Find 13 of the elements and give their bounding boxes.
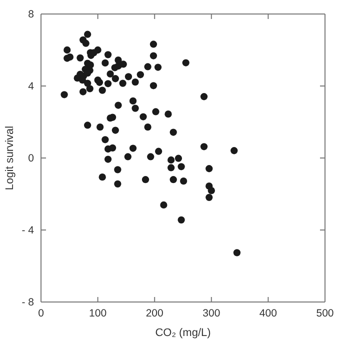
y-tick-label: 0 xyxy=(28,152,34,164)
x-tick-label: 0 xyxy=(38,307,44,320)
y-tick-label: 4 xyxy=(28,80,34,92)
x-tick-label: 400 xyxy=(259,307,278,320)
y-tick-label: 8 xyxy=(28,8,34,20)
x-tick-label: 100 xyxy=(89,307,107,320)
x-tick-label: 500 xyxy=(316,307,334,320)
y-tick-label: - 4 xyxy=(22,224,34,236)
x-axis-title: CO₂ (mg/L) xyxy=(155,327,211,339)
x-tick-label: 200 xyxy=(146,307,164,320)
x-tick-label: 300 xyxy=(202,307,220,320)
y-tick-label: - 8 xyxy=(22,296,34,308)
y-axis-title: Logit survival xyxy=(4,126,16,190)
